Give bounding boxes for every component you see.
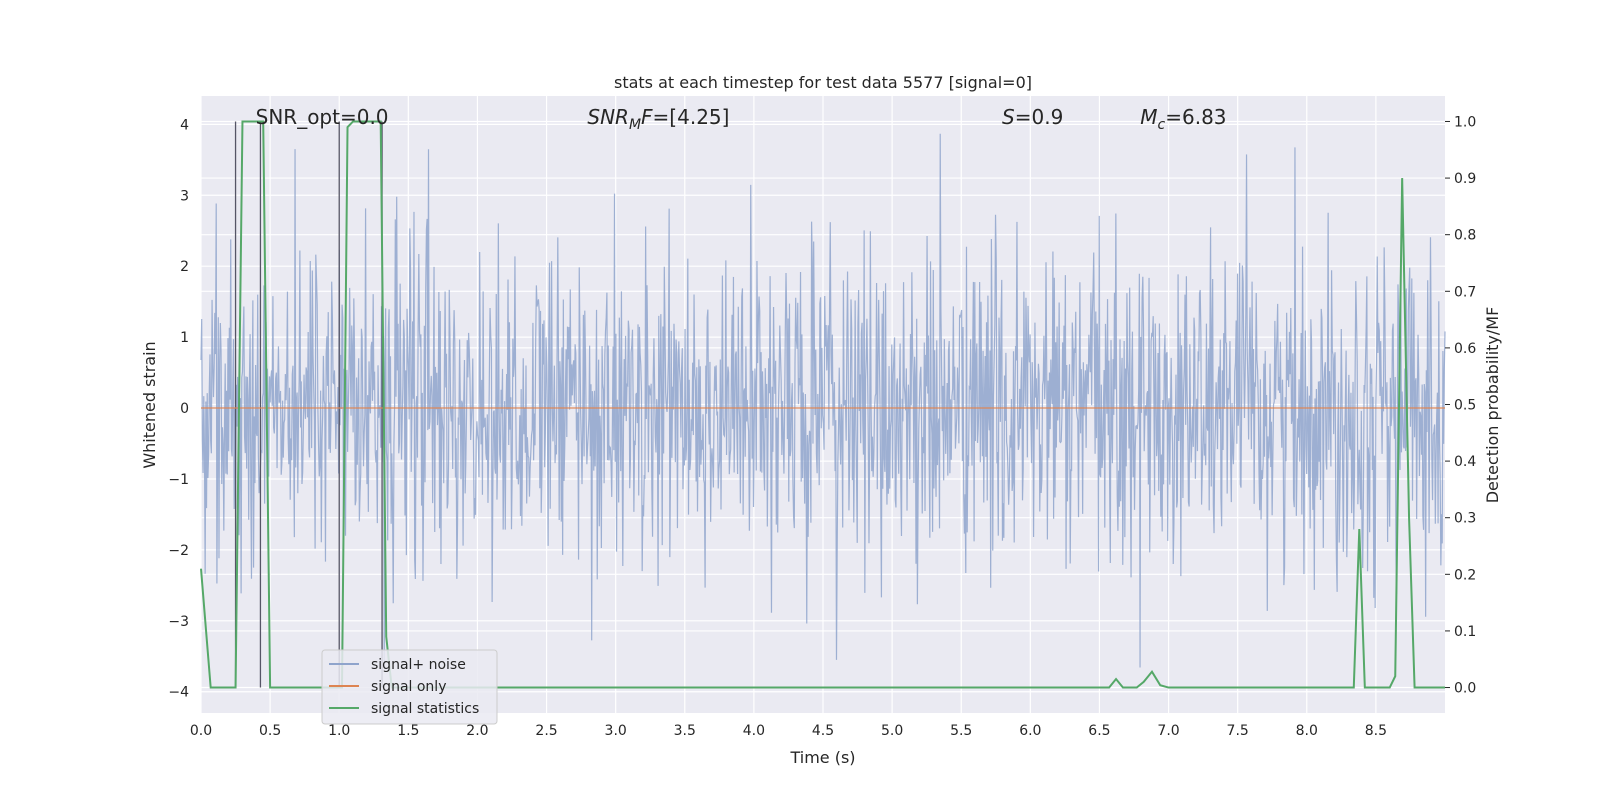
x-tick-label: 4.0 [743, 723, 765, 739]
y-right-tick-label: 0.5 [1454, 398, 1476, 414]
y-right-tick-label: 0.9 [1454, 171, 1476, 187]
x-tick-label: 5.0 [881, 723, 903, 739]
y-left-tick-label: −2 [168, 543, 189, 559]
y-right-tick-label: 1.0 [1454, 114, 1476, 130]
y-left-tick-label: 1 [180, 330, 189, 346]
annotation-snr-mf: SNRMF=[4.25] [587, 105, 729, 133]
x-tick-label: 8.0 [1296, 723, 1318, 739]
signal-noise-series [200, 133, 1446, 668]
y-left-tick-label: −4 [168, 685, 189, 701]
x-tick-label: 6.0 [1019, 723, 1041, 739]
signal-statistics-line [200, 120, 1445, 689]
y-right-tick-labels: 0.0 0.1 0.2 0.3 0.4 0.5 0.6 0.7 0.8 0.9 1.0 [1445, 114, 1476, 697]
x-axis-label: Time (s) [789, 748, 855, 767]
x-tick-label: 6.5 [1088, 723, 1110, 739]
y-left-axis-label: Whitened strain [140, 341, 159, 468]
x-tick-label: 3.0 [605, 723, 627, 739]
y-left-tick-label: −3 [168, 614, 189, 630]
y-right-tick-label: 0.6 [1454, 341, 1476, 357]
x-tick-label: 3.5 [674, 723, 696, 739]
y-right-tick-label: 0.8 [1454, 228, 1476, 244]
annotation-s-value: S=0.9 [1002, 105, 1063, 129]
y-left-tick-label: −1 [168, 472, 189, 488]
x-tick-label: 4.5 [812, 723, 834, 739]
annotation-snr-opt: SNR_opt=0.0 [256, 105, 389, 129]
chart-title: stats at each timestep for test data 557… [614, 73, 1032, 92]
signal-noise-line [200, 133, 1446, 668]
y-left-tick-labels: −4 −3 −2 −1 0 1 2 3 4 [168, 117, 189, 700]
legend-entry-statistics: signal statistics [371, 701, 479, 717]
y-right-tick-label: 0.1 [1454, 624, 1476, 640]
legend-entry-signal-only: signal only [371, 679, 446, 695]
x-tick-label: 7.0 [1157, 723, 1179, 739]
x-tick-label: 7.5 [1227, 723, 1249, 739]
y-left-tick-label: 0 [180, 401, 189, 417]
y-right-tick-label: 0.4 [1454, 454, 1476, 470]
x-tick-label: 2.5 [535, 723, 557, 739]
signal-statistics-series [200, 120, 1445, 689]
y-left-tick-label: 2 [180, 259, 189, 275]
legend: signal+ noise signal only signal statist… [321, 649, 498, 725]
y-right-tick-label: 0.2 [1454, 567, 1476, 583]
x-tick-label: 8.5 [1365, 723, 1387, 739]
x-tick-label: 0.0 [190, 723, 212, 739]
x-tick-label: 0.5 [259, 723, 281, 739]
annotation-mc-value: Mc=6.83 [1140, 105, 1226, 133]
x-tick-label: 5.5 [950, 723, 972, 739]
annotations: SNR_opt=0.0 SNRMF=[4.25] S=0.9 Mc=6.83 [256, 105, 1227, 133]
x-tick-label: 1.0 [328, 723, 350, 739]
y-right-axis-label: Detection probability/MF [1483, 307, 1502, 504]
y-right-tick-label: 0.7 [1454, 284, 1476, 300]
y-right-tick-label: 0.0 [1454, 681, 1476, 697]
legend-entry-noise: signal+ noise [371, 657, 466, 673]
y-right-tick-label: 0.3 [1454, 511, 1476, 527]
x-tick-label: 2.0 [466, 723, 488, 739]
y-left-tick-label: 4 [180, 117, 189, 133]
legend-box [321, 649, 498, 725]
x-tick-label: 1.5 [397, 723, 419, 739]
x-tick-labels: 0.0 0.5 1.0 1.5 2.0 2.5 3.0 3.5 4.0 4.5 5.0 5.5 6.0 6… [190, 723, 1387, 739]
y-left-tick-label: 3 [180, 188, 189, 204]
